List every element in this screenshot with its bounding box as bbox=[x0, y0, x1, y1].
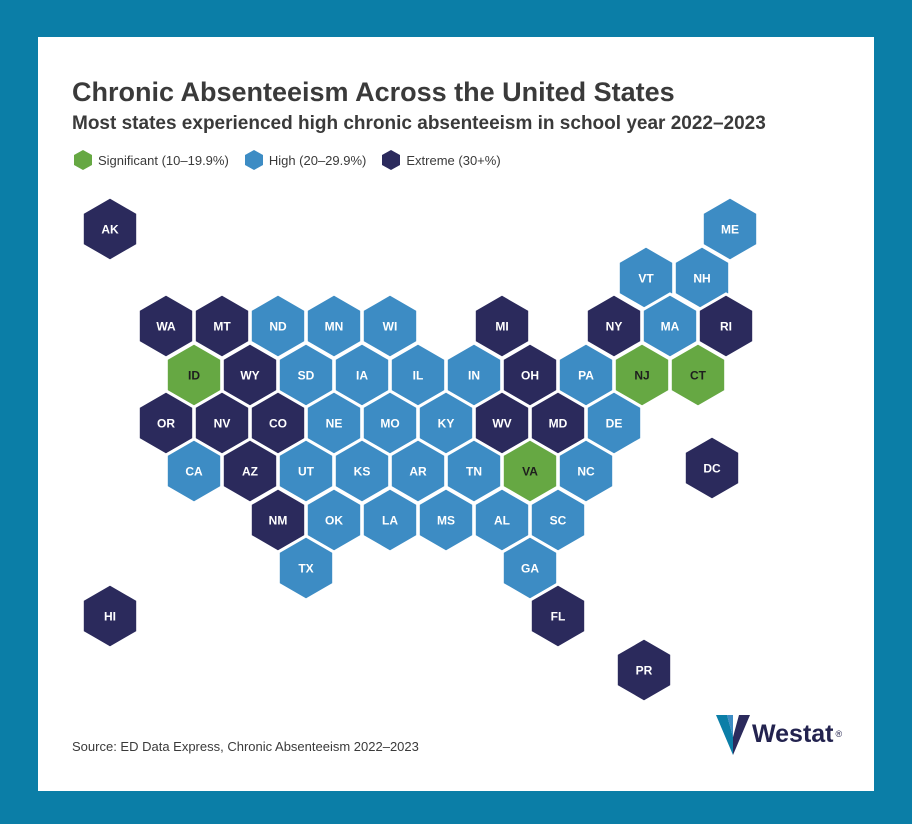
state-label-mn: MN bbox=[325, 320, 344, 334]
state-label-ms: MS bbox=[437, 514, 455, 528]
westat-logo: Westat ® bbox=[716, 713, 842, 755]
state-label-mo: MO bbox=[380, 417, 399, 431]
westat-wordmark: Westat bbox=[752, 720, 834, 749]
state-tile-ak: AK bbox=[82, 197, 137, 261]
state-label-md: MD bbox=[549, 417, 568, 431]
state-label-me: ME bbox=[721, 223, 739, 237]
state-label-nc: NC bbox=[577, 465, 595, 479]
state-label-vt: VT bbox=[638, 272, 654, 286]
hex-tile-map: AK ME VT NH WA MT ND MN WI MI NY MA RI ID WY SD IA IL IN OH… bbox=[38, 37, 874, 791]
state-tile-pr: PR bbox=[616, 638, 671, 702]
state-label-nh: NH bbox=[693, 272, 710, 286]
state-label-id: ID bbox=[188, 369, 200, 383]
state-tile-dc: DC bbox=[684, 436, 739, 500]
state-label-ok: OK bbox=[325, 514, 343, 528]
state-label-in: IN bbox=[468, 369, 480, 383]
state-label-ny: NY bbox=[606, 320, 623, 334]
state-tile-ms: MS bbox=[418, 488, 473, 552]
state-label-wv: WV bbox=[492, 417, 511, 431]
state-label-ia: IA bbox=[356, 369, 368, 383]
westat-w-mark-icon bbox=[716, 713, 750, 755]
state-label-ar: AR bbox=[409, 465, 427, 479]
state-label-ut: UT bbox=[298, 465, 315, 479]
state-tile-tx: TX bbox=[278, 536, 333, 600]
registered-mark: ® bbox=[836, 729, 843, 739]
state-label-wa: WA bbox=[156, 320, 176, 334]
state-label-nj: NJ bbox=[634, 369, 649, 383]
state-label-wy: WY bbox=[240, 369, 259, 383]
state-label-mt: MT bbox=[213, 320, 231, 334]
state-label-mi: MI bbox=[495, 320, 508, 334]
state-label-de: DE bbox=[606, 417, 623, 431]
state-tile-la: LA bbox=[362, 488, 417, 552]
state-label-al: AL bbox=[494, 514, 510, 528]
state-label-tn: TN bbox=[466, 465, 482, 479]
state-label-tx: TX bbox=[298, 562, 313, 576]
source-note: Source: ED Data Express, Chronic Absente… bbox=[72, 739, 419, 754]
state-tile-ct: CT bbox=[670, 343, 725, 407]
state-label-ky: KY bbox=[438, 417, 455, 431]
state-label-fl: FL bbox=[551, 610, 566, 624]
infographic-card: Chronic Absenteeism Across the United St… bbox=[38, 37, 874, 791]
state-label-dc: DC bbox=[703, 462, 721, 476]
state-label-pr: PR bbox=[636, 664, 653, 678]
state-label-nd: ND bbox=[269, 320, 287, 334]
state-label-ma: MA bbox=[661, 320, 680, 334]
state-label-hi: HI bbox=[104, 610, 116, 624]
state-label-ca: CA bbox=[185, 465, 203, 479]
state-label-pa: PA bbox=[578, 369, 594, 383]
state-label-va: VA bbox=[522, 465, 538, 479]
state-label-ct: CT bbox=[690, 369, 707, 383]
state-label-sd: SD bbox=[298, 369, 315, 383]
state-label-ri: RI bbox=[720, 320, 732, 334]
state-tile-ca: CA bbox=[166, 439, 221, 503]
state-label-or: OR bbox=[157, 417, 175, 431]
state-label-ak: AK bbox=[101, 223, 119, 237]
state-label-nm: NM bbox=[269, 514, 288, 528]
state-label-ks: KS bbox=[354, 465, 371, 479]
state-label-oh: OH bbox=[521, 369, 539, 383]
state-tile-hi: HI bbox=[82, 584, 137, 648]
state-label-ne: NE bbox=[326, 417, 343, 431]
state-label-co: CO bbox=[269, 417, 287, 431]
state-label-nv: NV bbox=[214, 417, 231, 431]
state-label-az: AZ bbox=[242, 465, 258, 479]
state-label-la: LA bbox=[382, 514, 398, 528]
state-label-sc: SC bbox=[550, 514, 567, 528]
state-label-il: IL bbox=[413, 369, 424, 383]
state-tile-fl: FL bbox=[530, 584, 585, 648]
state-label-wi: WI bbox=[383, 320, 398, 334]
state-label-ga: GA bbox=[521, 562, 539, 576]
